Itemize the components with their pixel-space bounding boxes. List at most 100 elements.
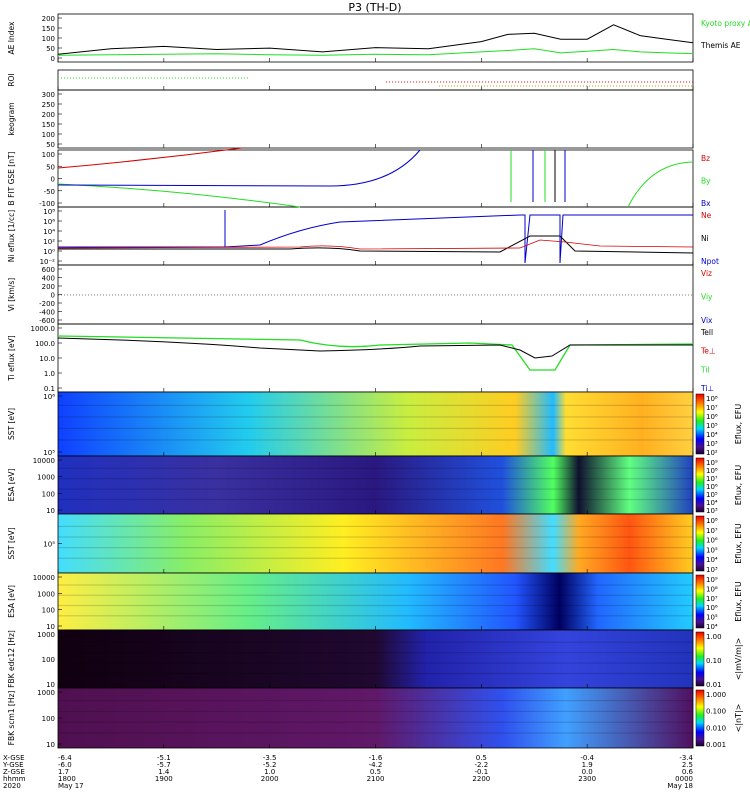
ephemeris-cell: 1.0: [264, 768, 275, 776]
colorbar-tick-label: 10⁷: [706, 475, 718, 483]
colorbar-tick-label: 10⁶: [706, 537, 718, 545]
y-tick-label: 150: [42, 121, 55, 129]
spectrogram: [58, 630, 693, 688]
y-tick-label: 100: [42, 490, 55, 498]
spectrogram: [58, 688, 693, 748]
y-axis-label: keogram: [7, 102, 16, 135]
legend-entry: Viz: [701, 269, 712, 278]
ephemeris-date-end: May 18: [667, 782, 693, 790]
panel-12: 1.00 0.10 0.01 <|mV/m|> FBK edc12 [Hz] 1000 10…: [7, 629, 743, 689]
ephemeris-cell: 0.5: [370, 768, 381, 776]
colorbar-tick-label: 10⁷: [706, 527, 718, 535]
ephemeris-cell: 1.7: [58, 768, 69, 776]
colorbar: [695, 393, 705, 455]
colorbar-tick-label: 10³: [706, 440, 718, 448]
y-tick-label: 600: [42, 266, 55, 274]
ephemeris-cell: -0.1: [474, 768, 488, 776]
spectrogram-band: [58, 416, 693, 418]
spectrogram-band: [58, 732, 693, 734]
colorbar-label: <|nT|>: [734, 704, 743, 733]
y-axis-label: Ti eflux [eV]: [7, 335, 16, 381]
y-tick-label: 100: [42, 715, 55, 723]
spectrogram-band: [58, 710, 693, 712]
spectrogram-band: [58, 488, 693, 490]
spectrogram: [58, 514, 693, 573]
ephemeris-cell: -6.0: [58, 761, 72, 769]
y-tick-label: 1000: [37, 474, 55, 482]
legend-entry: By: [701, 177, 711, 186]
spectrogram-band: [58, 536, 693, 538]
colorbar-tick-label: 10³: [706, 507, 718, 515]
y-axis-label: B FIT GSE [nT]: [7, 151, 16, 205]
colorbar-tick-label: 10⁴: [706, 499, 718, 507]
y-axis-label: AE Index: [7, 21, 16, 54]
ephemeris-cell: 2200: [472, 775, 490, 783]
colorbar-tick-label: 10⁹: [706, 459, 718, 467]
spectrogram-band: [58, 478, 693, 480]
bx-trace: [57, 149, 421, 187]
ephemeris-cell: 2300: [578, 775, 596, 783]
legend-entry: Ti⊥: [700, 384, 714, 393]
ne-trace: [57, 239, 694, 250]
y-axis-label: Ni eflux [1/cc]: [7, 210, 16, 262]
panel-13: 1.000 0.100 0.010 0.001 <|nT|> FBK scm1 [Hz] 1…: [7, 687, 743, 749]
y-tick-label: 0.1: [44, 385, 55, 393]
y-tick-label: 0: [51, 292, 55, 300]
colorbar-tick-label: 10⁸: [706, 585, 718, 593]
figure-title: P3 (TH-D): [348, 1, 401, 14]
y-tick-label: 10⁰: [43, 248, 55, 256]
panel-frame: [57, 323, 694, 393]
spectrogram-band: [58, 652, 693, 654]
legend-entry: Vix: [701, 316, 713, 325]
y-tick-label: 1000.0: [31, 325, 56, 333]
y-tick-label: 10⁸: [43, 208, 55, 216]
ephemeris-cell: 2000: [261, 775, 279, 783]
y-tick-label: 10⁻²: [40, 258, 56, 266]
y-tick-label: 1000: [37, 590, 55, 598]
y-tick-label: -400: [39, 309, 55, 317]
y-tick-label: 0: [51, 55, 55, 63]
colorbar-tick-label: 1.000: [706, 691, 726, 699]
y-tick-label: 100: [42, 656, 55, 664]
panel-2: ROI: [7, 69, 694, 91]
colorbar-tick-label: 10⁴: [706, 431, 718, 439]
spectrogram-band: [58, 498, 693, 501]
y-tick-label: -100: [39, 200, 55, 208]
ni-trace: [58, 235, 694, 254]
legend-entry: Ne: [701, 211, 712, 220]
y-axis-label: ESA [eV]: [7, 469, 16, 502]
spectrogram-band: [58, 641, 693, 643]
spectrogram: [58, 456, 693, 514]
legend-entry: Bz: [701, 154, 710, 163]
colorbar-tick-label: 0.100: [706, 708, 726, 716]
ephemeris-cell: -1.6: [369, 754, 383, 762]
spectrogram-band: [58, 700, 693, 702]
y-axis-label: FBK scm1 [Hz]: [7, 691, 16, 746]
panel-4: B FIT GSE [nT] 100 50 0 -50 -100 Bz By Bx: [7, 149, 711, 208]
y-axis-label: SST [eV]: [7, 408, 16, 440]
y-tick-label: 1000: [37, 689, 55, 697]
spectrogram: [58, 392, 693, 456]
panel-5: Ni eflux [1/cc] 10⁸ 10⁶ 10⁴ 10² 10⁰ 10⁻² Ne Ni Np…: [7, 206, 719, 266]
ephemeris-cell: 1800: [58, 775, 76, 783]
ephemeris-row-label: Y-GSE: [2, 761, 24, 769]
ephemeris-cell: -5.2: [263, 761, 277, 769]
legend-entry: Te⊥: [700, 347, 715, 356]
y-tick-label: 10⁴: [43, 228, 55, 236]
tell-trace: [57, 337, 693, 359]
series-line: [57, 24, 694, 55]
spectrogram-band: [58, 721, 693, 723]
spectrogram-band: [58, 439, 693, 441]
y-tick-label: 100: [42, 607, 55, 615]
spectrogram-band: [58, 427, 693, 430]
ephemeris-cell: 0000: [675, 775, 693, 783]
colorbar-tick-label: 0.10: [706, 657, 722, 665]
legend-entry: Tell: [700, 328, 713, 337]
y-axis-label: ESA [eV]: [7, 585, 16, 618]
y-tick-label: 10: [46, 507, 55, 515]
ephemeris-row-label: X-GSE: [3, 754, 25, 762]
